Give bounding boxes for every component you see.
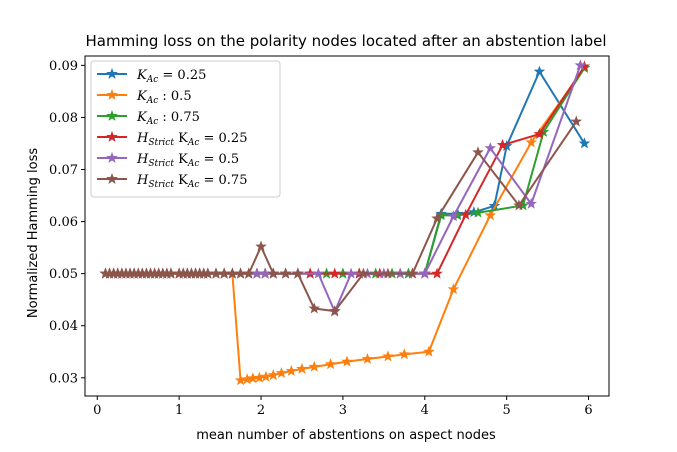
legend-item: HStrict KAc = 0.75	[97, 172, 247, 190]
series-6-point	[292, 267, 304, 279]
series-2-point	[361, 352, 374, 364]
series-4-point	[496, 138, 509, 150]
series-6-point	[382, 267, 394, 279]
legend-marker	[106, 172, 118, 184]
series-2-point	[324, 358, 337, 370]
x-tick-label: 5	[503, 403, 511, 418]
series-6-point	[255, 240, 267, 252]
legend-label: HStrict KAc = 0.25	[136, 131, 247, 148]
series-2-point	[341, 355, 353, 367]
series-6	[99, 115, 583, 317]
axes: 0 1 2 3 4 5 6 0.03 0.04 0.05 0.06 0.07 0.08 0.09	[49, 59, 593, 418]
legend-marker	[106, 67, 118, 79]
y-tick-label: 0.06	[49, 215, 78, 230]
series-5-point	[419, 267, 431, 279]
legend-marker	[106, 130, 118, 142]
series-2-point	[308, 360, 321, 372]
plot-area	[99, 59, 591, 386]
legend-label: KAc : 0.5	[136, 89, 192, 106]
series-2-point	[398, 348, 411, 360]
legend-label: HStrict KAc = 0.5	[136, 152, 239, 169]
series-6-point	[279, 267, 292, 279]
legend-item: KAc = 0.25	[97, 67, 206, 85]
series-2-point	[275, 367, 288, 378]
series-4-point	[533, 128, 546, 140]
y-tick-label: 0.07	[49, 163, 78, 178]
series-2-point	[260, 370, 272, 382]
series-2-point	[484, 209, 497, 221]
plot-frame	[84, 55, 610, 397]
legend: KAc = 0.25 KAc : 0.5 KAc : 0.75 HStrict KAc…	[90, 60, 281, 198]
y-axis-label: Normalized Hamming loss	[26, 148, 41, 318]
x-tick-label: 3	[339, 403, 347, 418]
series-5-point	[574, 59, 587, 71]
legend-item: HStrict KAc = 0.25	[97, 130, 247, 148]
series-6-point	[431, 212, 443, 224]
x-tick-label: 0	[93, 403, 101, 418]
series-4-point	[328, 267, 341, 279]
chart-title: Hamming loss on the polarity nodes locat…	[85, 32, 606, 50]
series-5-point	[312, 267, 325, 279]
y-tick-label: 0.09	[49, 59, 78, 74]
series-2-point	[267, 369, 280, 381]
x-tick-label: 4	[421, 403, 429, 418]
legend-label: KAc = 0.25	[136, 68, 206, 85]
series-5-point	[447, 210, 460, 222]
series-2-point	[382, 350, 394, 362]
x-tick-label: 1	[175, 403, 183, 418]
series-6-point	[328, 305, 341, 317]
series-6-point	[570, 115, 583, 127]
series-5-point	[345, 267, 357, 279]
legend-item: HStrict KAc = 0.5	[97, 151, 239, 169]
y-tick-label: 0.08	[49, 111, 78, 126]
series-2-point	[285, 364, 298, 376]
legend-marker	[106, 109, 118, 121]
series-2-point	[447, 283, 460, 295]
series-2-point	[423, 345, 435, 357]
series-4-point	[459, 208, 472, 220]
legend-box	[90, 60, 281, 198]
series-6-point	[472, 146, 484, 158]
x-axis-label: mean number of abstentions on aspect nod…	[196, 428, 496, 443]
series-6-point	[357, 267, 370, 279]
legend-label: HStrict KAc = 0.75	[136, 173, 247, 190]
legend-marker	[106, 88, 118, 100]
series-5-point	[525, 197, 537, 209]
series-1-point	[533, 65, 546, 77]
y-tick-label: 0.04	[49, 319, 78, 334]
x-tick-label: 6	[584, 403, 592, 418]
series-6-point	[267, 267, 280, 279]
legend-marker	[106, 151, 118, 163]
x-tick-label: 2	[257, 403, 265, 418]
series-5-point	[484, 142, 497, 154]
legend-item: KAc : 0.75	[97, 109, 200, 127]
series-6-point	[242, 267, 255, 279]
series-6-point	[513, 199, 525, 211]
series-2-point	[525, 136, 537, 148]
legend-label: KAc : 0.75	[136, 110, 200, 127]
series-6-point	[308, 302, 321, 314]
series-4-point	[431, 267, 443, 279]
y-tick-label: 0.03	[49, 371, 78, 386]
series-1-point	[578, 137, 591, 149]
series-2-point	[296, 362, 308, 374]
legend-item: KAc : 0.5	[97, 88, 192, 106]
series-3-point	[472, 206, 484, 218]
series-6-point	[406, 267, 419, 279]
y-tick-label: 0.05	[49, 267, 78, 282]
